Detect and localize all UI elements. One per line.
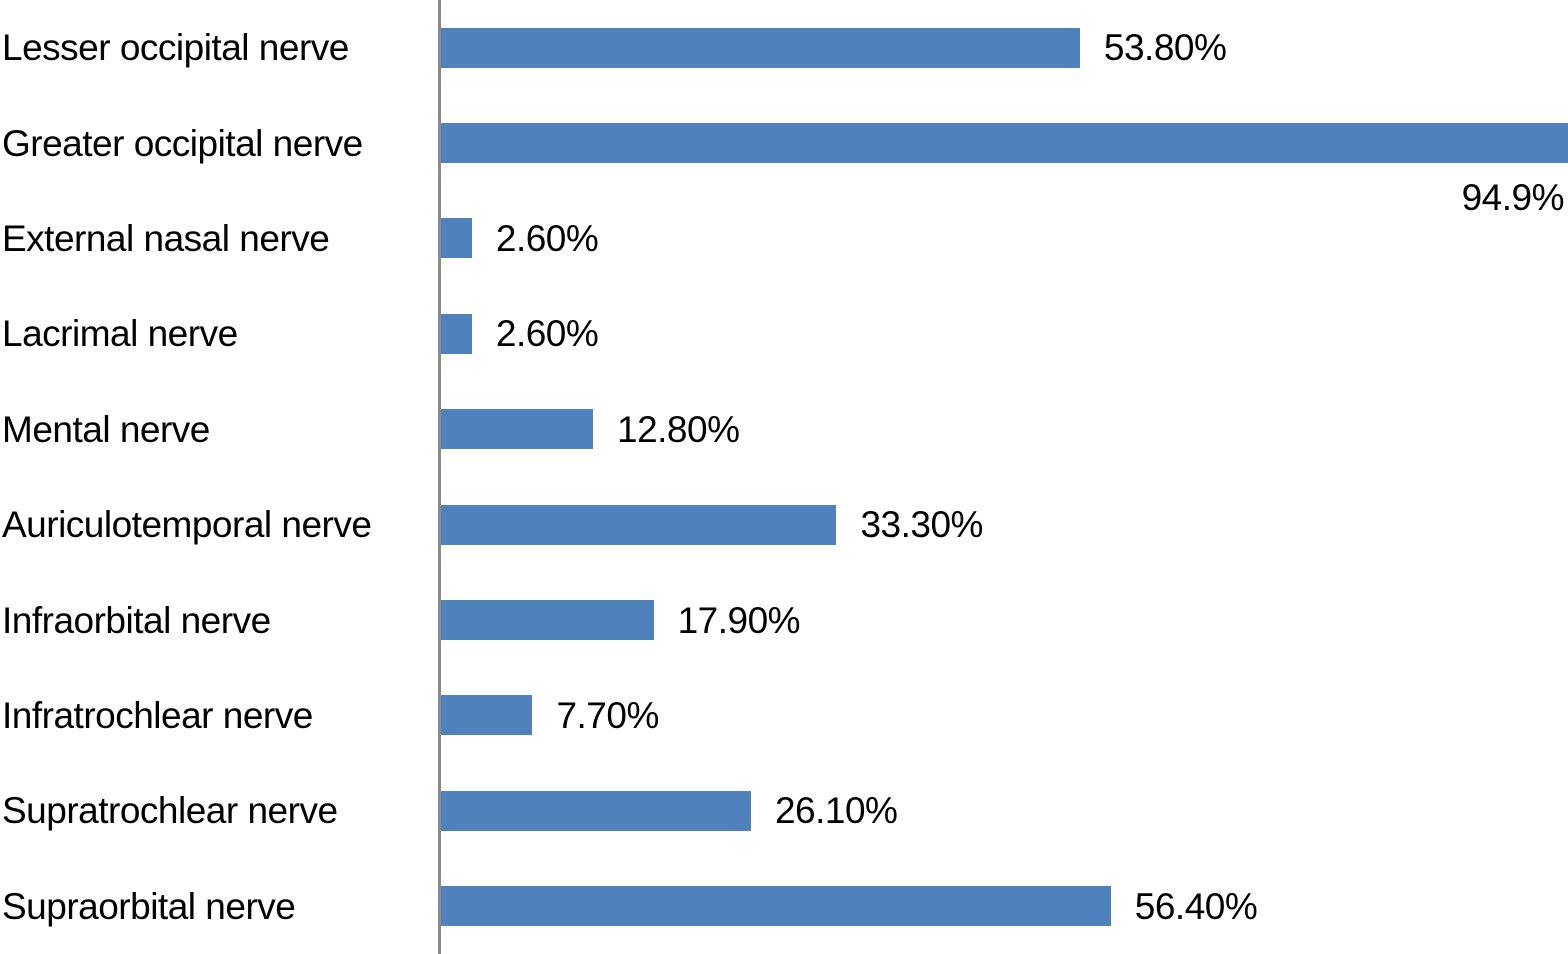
bar [441, 504, 837, 545]
category-label-cell: Greater occipital nerve [0, 95, 438, 190]
category-label-cell: Supratrochlear nerve [0, 763, 438, 858]
bar-track: 33.30% [438, 476, 1568, 573]
category-label: Infraorbital nerve [2, 599, 271, 641]
bar [441, 600, 654, 641]
value-label: 56.40% [1134, 885, 1258, 927]
chart-row: Lacrimal nerve 2.60% [0, 286, 1568, 382]
category-label: Supraorbital nerve [2, 885, 296, 927]
bar [441, 409, 593, 450]
category-label: External nasal nerve [2, 217, 330, 259]
value-label: 33.30% [860, 504, 983, 546]
bar-track: 2.60% [438, 190, 1568, 287]
bar [441, 790, 751, 831]
category-label-cell: Mental nerve [0, 382, 438, 477]
category-label-cell: External nasal nerve [0, 191, 438, 286]
chart-row: Infratrochlear nerve 7.70% [0, 667, 1568, 764]
chart-row: Supratrochlear nerve 26.10% [0, 763, 1568, 859]
bar [441, 313, 472, 354]
bar-track: 2.60% [438, 286, 1568, 382]
bar-track: 26.10% [438, 763, 1568, 859]
value-label: 17.90% [677, 599, 801, 641]
value-label: 7.70% [556, 694, 659, 736]
category-label-cell: Auriculotemporal nerve [0, 477, 438, 572]
value-label: 2.60% [495, 313, 599, 355]
chart-row: Mental nerve 12.80% [0, 381, 1568, 477]
bar [441, 218, 472, 259]
bar [441, 27, 1080, 68]
chart-row: Lesser occipital nerve 53.80% [0, 0, 1568, 96]
category-label: Supratrochlear nerve [2, 790, 338, 832]
bar-track: 12.80% [438, 381, 1568, 477]
category-label: Mental nerve [2, 408, 210, 450]
value-label: 53.80% [1103, 27, 1227, 69]
category-label-cell: Infraorbital nerve [0, 572, 438, 667]
category-label: Auriculotemporal nerve [2, 504, 372, 546]
chart-row: Infraorbital nerve 17.90% [0, 572, 1568, 668]
bar-track: 56.40% [438, 858, 1568, 954]
value-label: 26.10% [774, 790, 898, 832]
category-label: Infratrochlear nerve [2, 694, 313, 736]
category-label-cell: Supraorbital nerve [0, 859, 438, 954]
bar-track: 17.90% [438, 572, 1568, 668]
category-label-cell: Lacrimal nerve [0, 286, 438, 381]
value-label: 2.60% [495, 217, 599, 259]
bar-track: 7.70% [438, 667, 1568, 764]
value-label: 94.9% [1461, 177, 1565, 219]
bar-track: 53.80% [438, 0, 1568, 96]
chart-row: External nasal nerve 2.60% [0, 190, 1568, 287]
bar-track: 94.9% [438, 95, 1568, 216]
category-label-cell: Lesser occipital nerve [0, 0, 438, 95]
chart-row: Auriculotemporal nerve 33.30% [0, 476, 1568, 573]
bar [441, 123, 1568, 164]
category-label: Lesser occipital nerve [2, 27, 349, 69]
category-label: Greater occipital nerve [2, 122, 363, 164]
category-label-cell: Infratrochlear nerve [0, 668, 438, 763]
category-label: Lacrimal nerve [2, 313, 238, 355]
bar [441, 695, 533, 736]
value-label: 12.80% [617, 408, 740, 450]
chart-row: Supraorbital nerve 56.40% [0, 858, 1568, 954]
chart-row: Greater occipital nerve 94.9% [0, 95, 1568, 216]
bar [441, 886, 1111, 927]
